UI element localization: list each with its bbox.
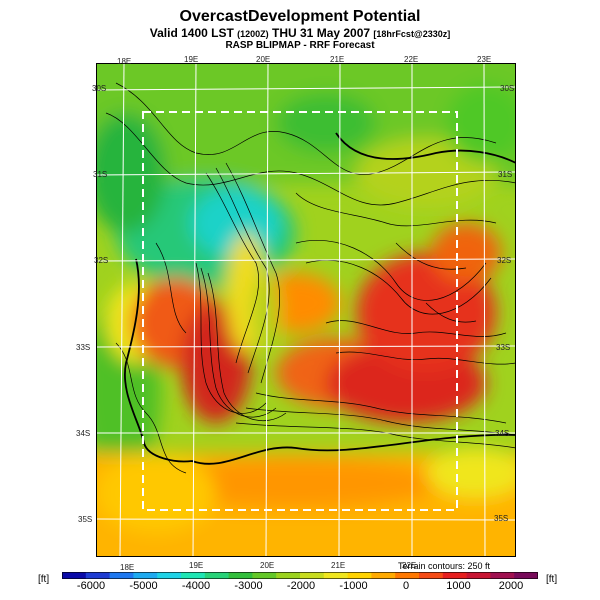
lat-label-left: 30S	[92, 84, 107, 93]
lat-label-right: 33S	[496, 343, 511, 352]
lon-label-top: 21E	[330, 55, 345, 64]
colorbar-tick-label: 1000	[446, 580, 471, 592]
colorbar-tick-label: -4000	[181, 580, 211, 592]
lon-label-bottom: 22E	[402, 561, 417, 570]
colorbar-tick-label: -2000	[286, 580, 316, 592]
colorbar-swatch	[347, 572, 372, 579]
inner-domain-box	[142, 111, 458, 511]
colorbar-tick-label: -1000	[339, 580, 368, 592]
colorbar	[62, 572, 538, 579]
lon-label-bottom: 20E	[260, 561, 275, 570]
valid-time-utc: (1200Z)	[237, 29, 269, 39]
lat-label-right: 32S	[497, 256, 512, 265]
colorbar-swatch	[514, 572, 538, 579]
lat-label-left: 31S	[93, 170, 108, 179]
valid-date: THU 31 May 2007	[272, 26, 371, 40]
colorbar-swatch	[109, 572, 134, 579]
lat-label-right: 30S	[500, 84, 515, 93]
colorbar-tick-label: -3000	[234, 580, 263, 592]
colorbar-tick-label: 0	[402, 580, 410, 592]
lon-label-top: 23E	[477, 55, 492, 64]
lon-label-top: 22E	[404, 55, 419, 64]
lat-label-left: 35S	[78, 515, 93, 524]
lat-label-left: 32S	[94, 256, 109, 265]
unit-right: [ft]	[546, 574, 558, 585]
colorbar-swatch	[276, 572, 301, 579]
colorbar-swatch	[133, 572, 158, 579]
colorbar-swatch	[228, 572, 253, 579]
lon-label-bottom: 21E	[331, 561, 346, 570]
colorbar-frame	[62, 572, 538, 579]
colorbar-swatch	[323, 572, 349, 579]
latlon-grid	[96, 63, 516, 557]
colorbar-swatch	[371, 572, 396, 579]
colorbar-swatch	[204, 572, 230, 579]
colorbar-swatch	[466, 572, 491, 579]
colorbar-swatch	[252, 572, 277, 579]
colorbar-swatch	[62, 572, 87, 579]
colorbar-swatch	[85, 572, 111, 579]
forecast-init: [18hrFcst@2330z]	[373, 29, 451, 39]
lon-label-top: 20E	[256, 55, 271, 64]
lat-label-left: 34S	[76, 429, 91, 438]
colorbar-swatch	[181, 572, 206, 579]
colorbar-tick-label: -6000	[76, 580, 106, 592]
map-frame	[96, 63, 516, 557]
coastline	[124, 132, 516, 465]
colorbar-swatch	[419, 572, 444, 579]
valid-time: Valid 1400 LST (1200Z) THU 31 May 2007 […	[0, 26, 600, 40]
lat-label-right: 34S	[495, 429, 510, 438]
source-label: RASP BLIPMAP - RRF Forecast	[225, 40, 375, 51]
lon-label-top: 18E	[117, 57, 132, 66]
colorbar-swatch	[442, 572, 468, 579]
colorbar-swatch	[395, 572, 420, 579]
lat-label-right: 35S	[494, 514, 509, 523]
colorbar-tick-label: -5000	[129, 580, 158, 592]
lon-label-bottom: 19E	[189, 561, 204, 570]
unit-left: [ft]	[38, 574, 50, 585]
colorbar-tick-label: 2000	[498, 580, 524, 592]
lat-label-right: 31S	[498, 170, 513, 179]
colorbar-swatch	[157, 572, 182, 579]
chart-title: OvercastDevelopment Potential	[179, 8, 421, 25]
colorbar-swatch	[300, 572, 325, 579]
forecast-map	[96, 63, 516, 557]
valid-time-main: Valid 1400 LST	[149, 26, 234, 40]
lat-label-left: 33S	[76, 343, 91, 352]
lon-label-bottom: 18E	[120, 563, 135, 572]
colorbar-swatch	[490, 572, 515, 579]
potential-field	[96, 63, 516, 557]
terrain-contour-note: Terrain contours: 250 ft	[398, 561, 491, 571]
lon-label-top: 19E	[184, 55, 199, 64]
